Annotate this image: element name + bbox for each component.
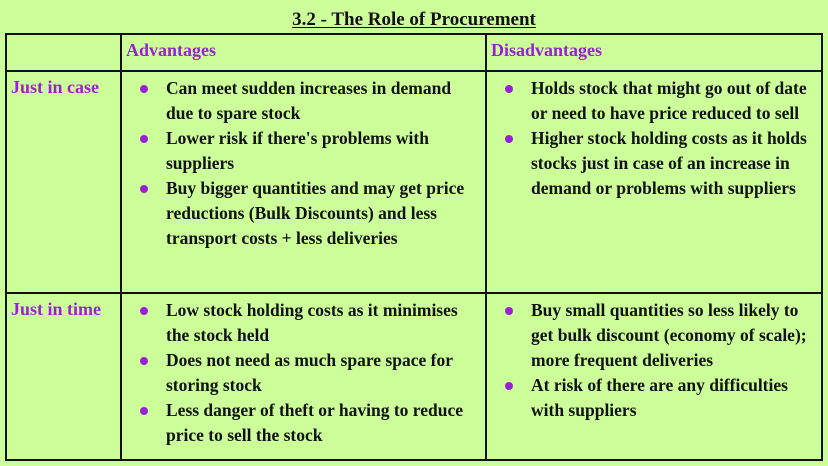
list-item: At risk of there are any difficulties wi… <box>505 373 815 423</box>
page-title: 3.2 - The Role of Procurement <box>292 9 536 30</box>
header-empty <box>5 33 122 72</box>
list-item: Buy bigger quantities and may get price … <box>140 176 479 251</box>
list-item: Lower risk if there's problems with supp… <box>140 126 479 176</box>
list-item: Less danger of theft or having to reduce… <box>140 398 479 448</box>
procurement-table: Advantages Disadvantages Just in case Ca… <box>5 33 823 461</box>
list-item: Buy small quantities so less likely to g… <box>505 298 815 373</box>
list-item: Does not need as much spare space for st… <box>140 348 479 398</box>
table-row: Just in case Can meet sudden increases i… <box>5 70 823 294</box>
list-item: Low stock holding costs as it minimises … <box>140 298 479 348</box>
list-item: Higher stock holding costs as it holds s… <box>505 126 815 201</box>
row-label: Just in case <box>5 70 122 294</box>
header-advantages: Advantages <box>120 33 487 72</box>
header-disadvantages: Disadvantages <box>485 33 823 72</box>
list-item: Can meet sudden increases in demand due … <box>140 76 479 126</box>
advantages-cell: Can meet sudden increases in demand due … <box>120 70 487 294</box>
table-row: Just in time Low stock holding costs as … <box>5 292 823 461</box>
header-row: Advantages Disadvantages <box>5 33 823 72</box>
disadvantages-cell: Buy small quantities so less likely to g… <box>485 292 823 461</box>
list-item: Holds stock that might go out of date or… <box>505 76 815 126</box>
row-label: Just in time <box>5 292 122 461</box>
advantages-cell: Low stock holding costs as it minimises … <box>120 292 487 461</box>
disadvantages-cell: Holds stock that might go out of date or… <box>485 70 823 294</box>
